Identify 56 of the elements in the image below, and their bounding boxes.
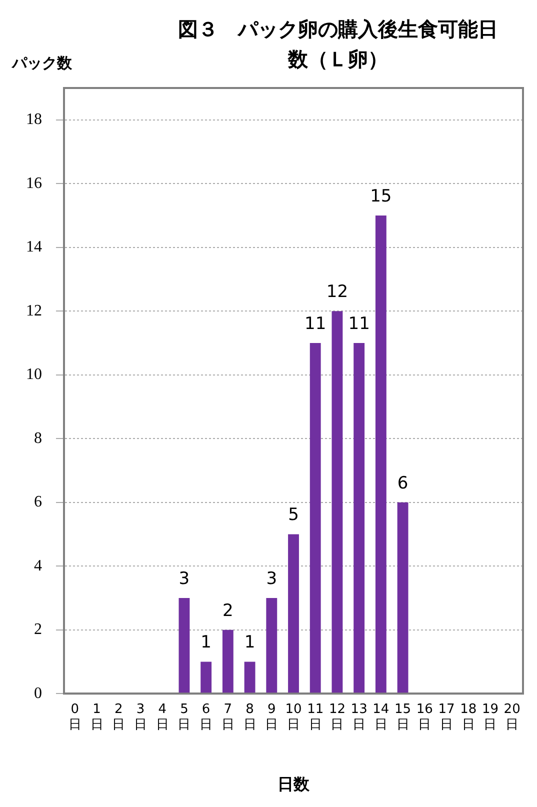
y-tick-label: 0 [34,684,42,702]
y-tick-label: 2 [34,621,42,638]
data-label: 3 [266,568,278,589]
x-tick-label: 15 日 [394,702,412,732]
y-tick-label: 18 [26,111,42,128]
data-label: 5 [288,505,299,526]
data-label: 2 [222,600,234,621]
x-tick-label: 7 日 [221,702,234,732]
bar [244,662,256,694]
bar [354,342,365,694]
x-tick-label: 6 日 [200,702,213,732]
y-tick-label: 4 [34,557,42,574]
bar [332,311,343,694]
y-tick-label: 8 [34,430,42,447]
y-tick-label: 6 [34,494,42,511]
x-axis-title: 日数 [278,774,310,794]
y-tick-label: 14 [26,238,42,256]
data-label: 15 [370,186,392,206]
bar [310,342,321,694]
x-tick-label: 12 日 [328,702,346,732]
data-label: 3 [178,568,190,589]
x-tick-label: 3 日 [134,702,147,732]
x-tick-label: 17 日 [438,702,455,732]
bar [375,215,386,694]
x-tick-label: 5 日 [178,702,191,732]
bar [266,598,278,694]
x-tick-label: 16 日 [416,702,433,732]
bar [200,662,212,694]
data-label: 1 [200,632,212,653]
y-tick-label: 12 [26,302,42,320]
x-tick-label: 14 日 [372,702,390,732]
x-tick-label: 19 日 [482,702,498,732]
x-tick-label: 10 日 [285,702,302,732]
data-label: 6 [397,473,408,494]
y-axis-title: パック数 [12,54,72,73]
y-tick-label: 16 [26,174,42,192]
x-tick-label: 2 日 [112,702,126,732]
bar [397,502,408,694]
chart-title: 図３ パック卵の購入後生食可能日数（Ｌ卵） [178,16,498,73]
data-label: 11 [304,314,326,334]
bar [222,630,234,694]
bar [288,534,299,694]
bar [178,598,190,694]
x-tick-label: 9 日 [265,702,278,732]
data-label: 1 [244,632,256,653]
data-label: 12 [326,282,348,302]
x-tick-label: 8 日 [243,702,256,732]
y-tick-label: 10 [26,366,42,384]
data-label: 11 [348,314,370,334]
x-tick-label: 4 日 [156,702,169,732]
x-tick-label: 1 日 [90,702,104,732]
x-tick-label: 20 日 [504,702,520,732]
x-tick-label: 18 日 [460,702,477,732]
x-tick-label: 13 日 [350,702,368,732]
x-tick-label: 11 日 [307,702,324,732]
x-tick-label: 0 日 [68,702,82,732]
